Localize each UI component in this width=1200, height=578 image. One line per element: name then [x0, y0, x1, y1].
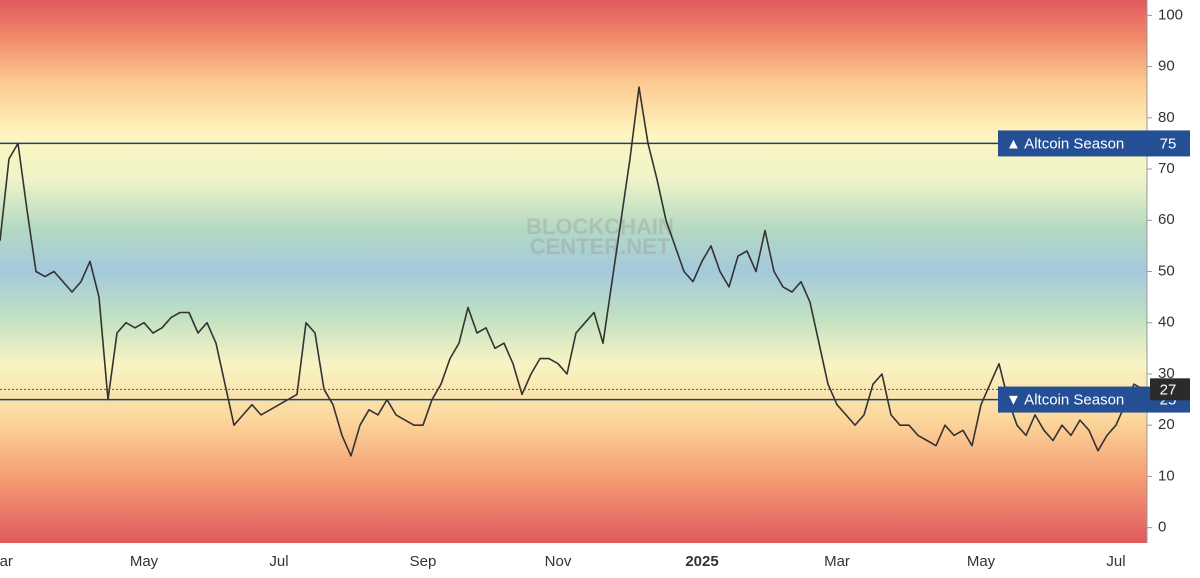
background-gradient	[0, 0, 1147, 543]
last-value-text: 27	[1160, 381, 1177, 398]
x-tick-label: Mar	[824, 553, 850, 570]
last-value-box	[1150, 378, 1190, 401]
reference-label-box	[998, 130, 1190, 157]
y-tick-label: 30	[1158, 365, 1175, 382]
y-tick-label: 40	[1158, 314, 1175, 331]
watermark: BLOCKCHAIN	[526, 214, 674, 239]
y-tick-label: 90	[1158, 58, 1175, 75]
reference-label: ▲ Altcoin Season 75	[998, 130, 1190, 157]
y-tick-label: 0	[1158, 519, 1166, 536]
x-tick-label: May	[967, 553, 996, 570]
x-tick-label: Mar	[0, 553, 13, 570]
reference-label-value: 75	[1160, 135, 1177, 152]
y-tick-label: 10	[1158, 467, 1175, 484]
y-tick-label: 50	[1158, 262, 1175, 279]
y-tick-label: 70	[1158, 160, 1175, 177]
y-tick-label: 80	[1158, 109, 1175, 126]
index-line	[0, 86, 1144, 457]
y-tick-label: 20	[1158, 416, 1175, 433]
x-tick-label: Nov	[545, 553, 572, 570]
x-tick-label: Jul	[1106, 553, 1125, 570]
reference-label-text: ▲ Altcoin Season	[1006, 135, 1124, 152]
y-tick-label: 100	[1158, 6, 1183, 23]
x-tick-label: May	[130, 553, 159, 570]
watermark: CENTER.NET	[530, 234, 671, 259]
x-tick-label: Sep	[410, 553, 437, 570]
y-tick-label: 60	[1158, 211, 1175, 228]
last-value-label: 27	[1150, 378, 1190, 401]
reference-label-text: ▼ Altcoin Season	[1006, 392, 1124, 409]
x-tick-label: 2025	[685, 553, 718, 570]
x-tick-label: Jul	[269, 553, 288, 570]
